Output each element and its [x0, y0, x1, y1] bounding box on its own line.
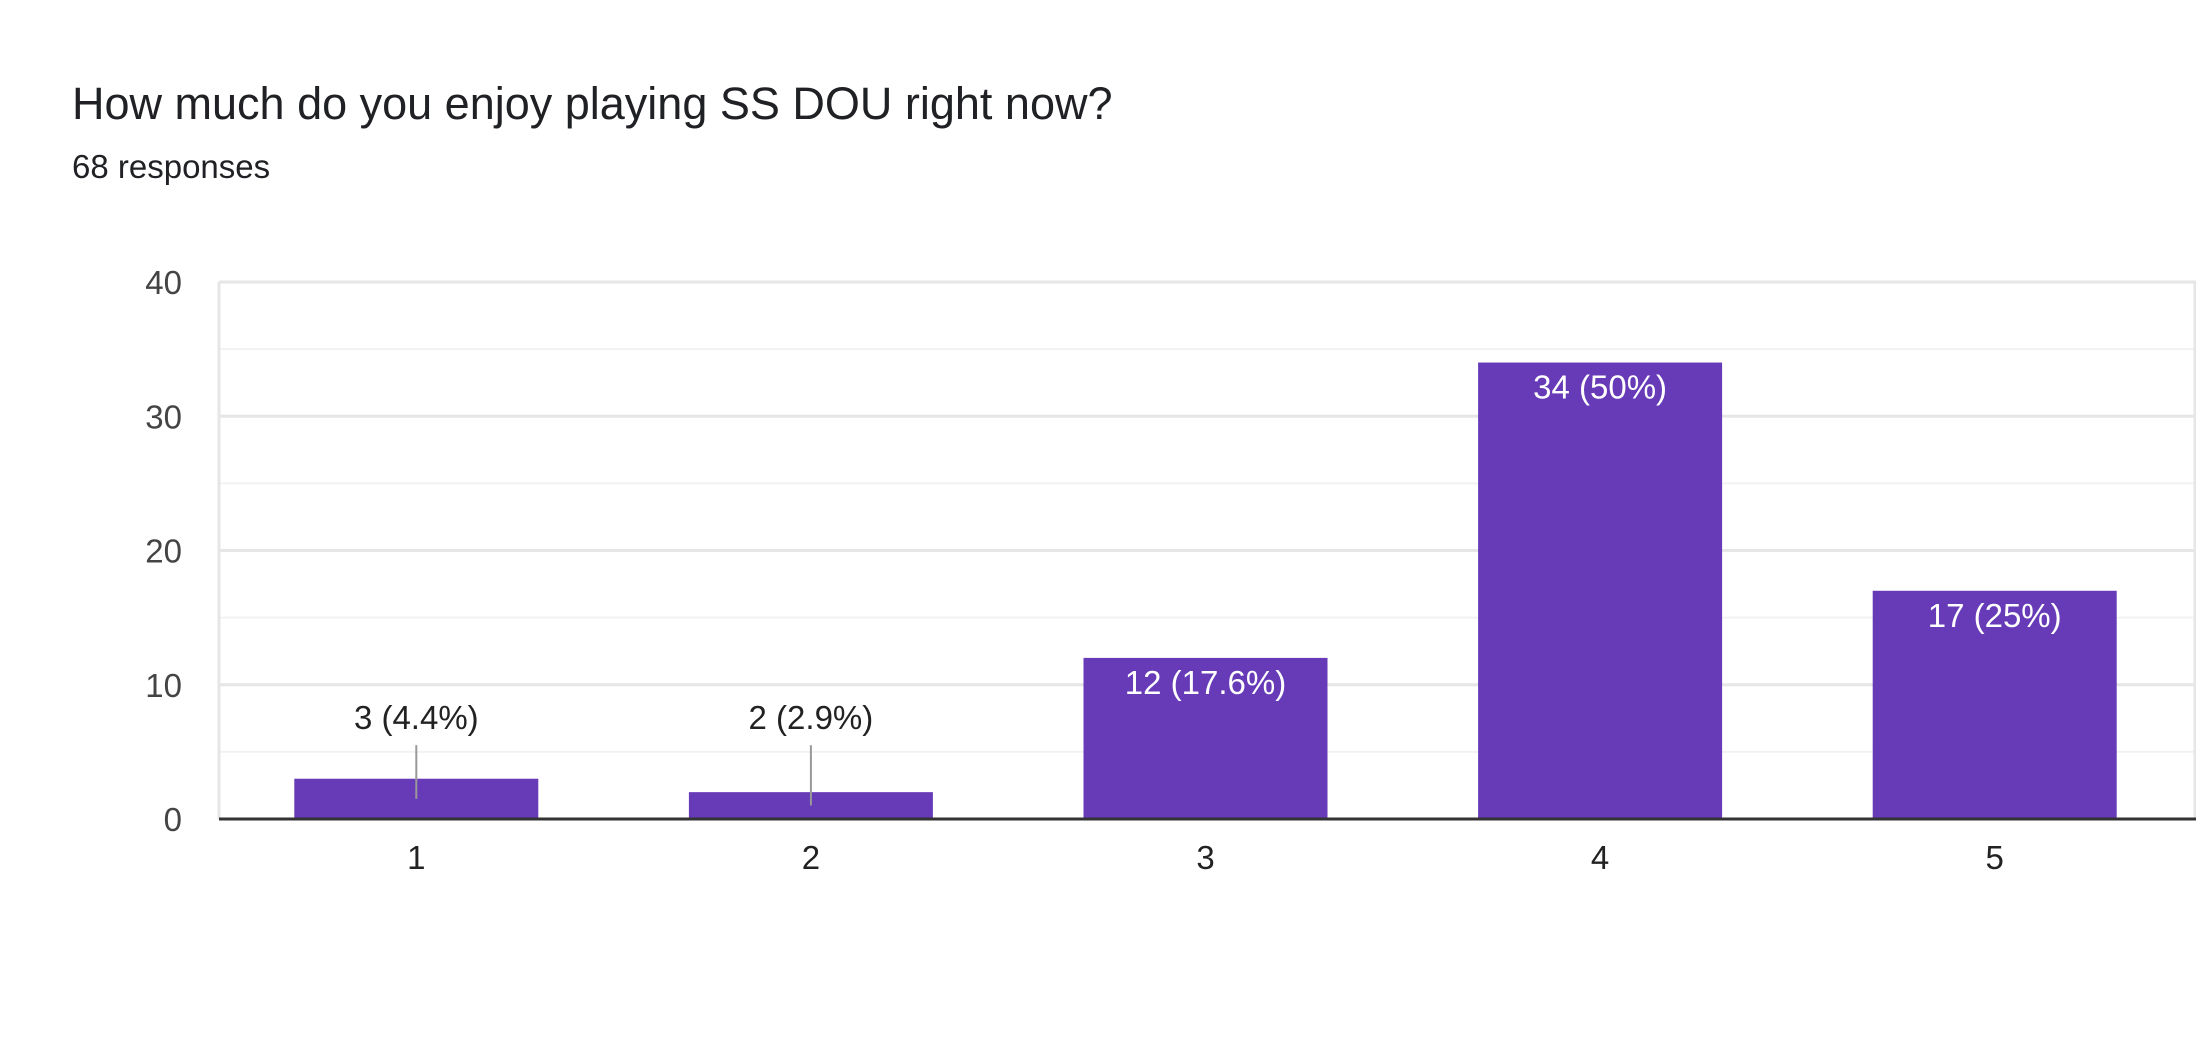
y-tick-label: 10 — [145, 667, 182, 704]
chart-title: How much do you enjoy playing SS DOU rig… — [72, 78, 1113, 129]
bar-5 — [1872, 590, 2117, 819]
x-tick-label: 5 — [1986, 839, 2004, 876]
x-tick-label: 4 — [1591, 839, 1609, 876]
bar-3 — [1083, 657, 1328, 819]
y-tick-label: 30 — [145, 398, 182, 435]
y-tick-label: 0 — [164, 801, 182, 838]
bar-4 — [1478, 362, 1723, 819]
response-count: 68 responses — [72, 148, 271, 185]
data-label: 12 (17.6%) — [1125, 664, 1286, 701]
x-tick-label: 1 — [407, 839, 425, 876]
x-tick-label: 3 — [1196, 839, 1214, 876]
y-tick-label: 20 — [145, 533, 182, 570]
data-label: 17 (25%) — [1928, 597, 2062, 634]
data-label: 2 (2.9%) — [749, 699, 874, 736]
data-label: 3 (4.4%) — [354, 699, 479, 736]
data-label: 34 (50%) — [1533, 369, 1667, 406]
y-tick-label: 40 — [145, 264, 182, 301]
x-tick-label: 2 — [802, 839, 820, 876]
